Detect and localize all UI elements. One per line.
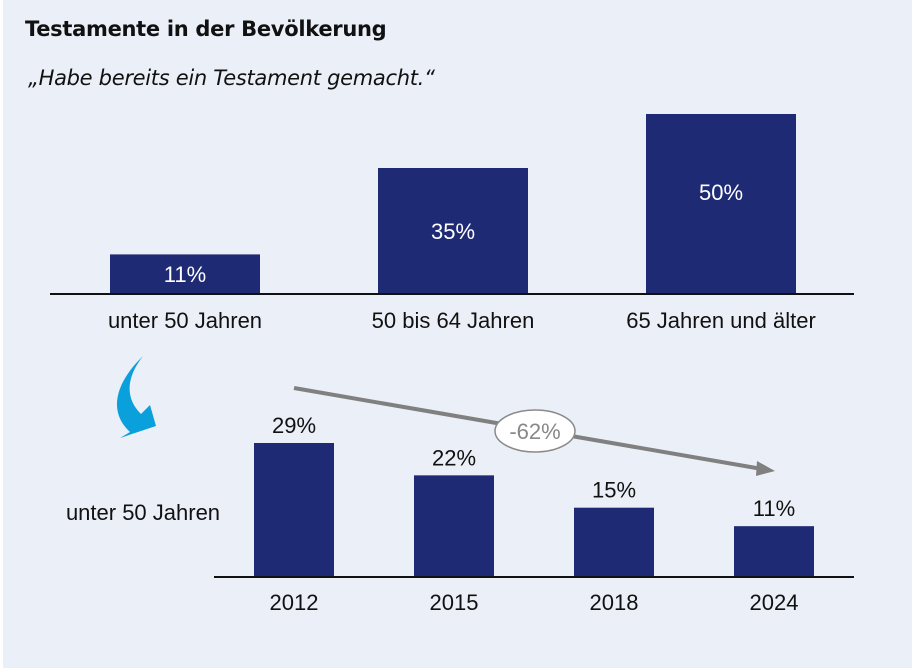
trend-badge-label: -62% [509,419,560,444]
chart-subtitle: „Habe bereits ein Testament gemacht.“ [28,66,435,90]
bar [734,526,814,577]
trend-arrow-head-icon [756,461,775,476]
bar [574,507,654,577]
bar [646,114,796,294]
bar [414,475,494,577]
year-label: 2018 [590,590,639,615]
bar [110,254,260,294]
category-label: 50 bis 64 Jahren [372,308,535,333]
year-label: 2012 [270,590,319,615]
category-label: unter 50 Jahren [108,308,262,333]
bar-value-label: 35% [431,219,475,244]
bar-value-label: 22% [432,445,476,470]
series-label: unter 50 Jahren [66,500,220,525]
trend-badge [494,409,576,453]
trend-annotation: -62% [293,386,775,476]
bar-value-label: 11% [753,496,795,521]
year-label: 2024 [750,590,799,615]
year-label: 2015 [430,590,479,615]
curved-down-arrow-icon [116,356,156,438]
bar-value-label: 15% [592,478,636,503]
bar [254,443,334,577]
bar-value-label: 11% [164,262,206,287]
category-label: 65 Jahren und älter [626,308,816,333]
year-trend-chart: 29% 2012 22% 2015 15% 2018 11% 2024 [254,413,814,615]
bar [378,168,528,294]
bar-value-label: 29% [272,413,316,438]
bar-value-label: 50% [699,180,743,205]
chart-title: Testamente in der Bevölkerung [25,17,387,41]
age-group-chart: 11% unter 50 Jahren 35% 50 bis 64 Jahren 50%… [108,114,816,333]
